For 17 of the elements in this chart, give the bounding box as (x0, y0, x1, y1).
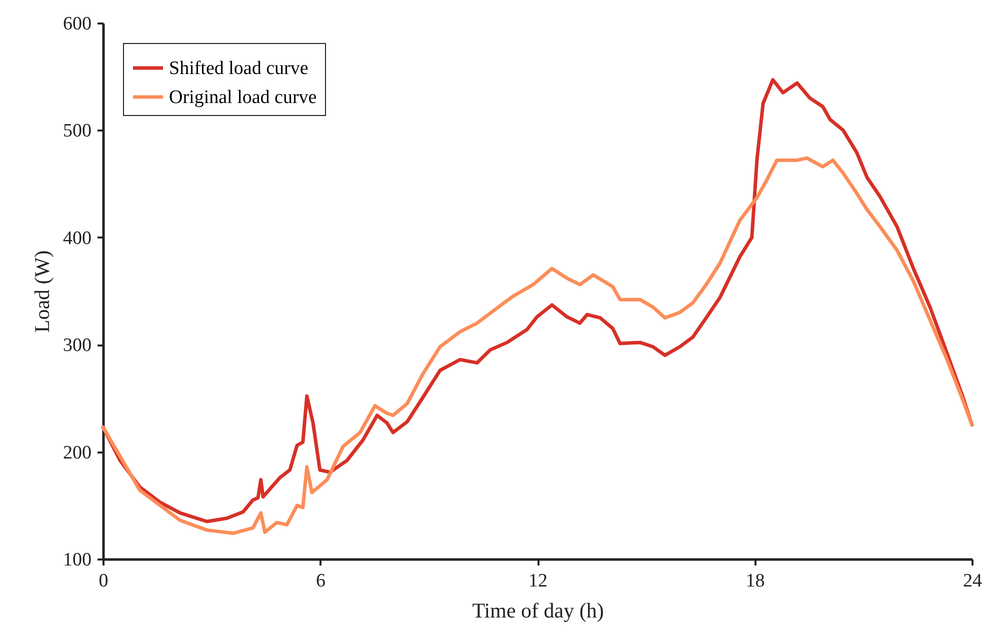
y-tick-label: 400 (63, 228, 92, 249)
x-tick-label: 12 (528, 570, 548, 592)
y-tick-label: 100 (63, 550, 92, 570)
line-series (101, 78, 974, 524)
x-tick-label: 0 (98, 570, 108, 592)
y-tick-label: 500 (63, 120, 92, 142)
y-tick-label: 200 (63, 442, 92, 464)
y-tick-label: 600 (63, 14, 92, 34)
legend-label: Original load curve (169, 87, 317, 108)
y-axis-title: Load (W) (30, 250, 54, 333)
legend-label: Shifted load curve (169, 58, 308, 79)
x-tick-label: 24 (963, 570, 982, 592)
x-tick-label: 6 (316, 570, 326, 592)
x-tick-label: 18 (746, 570, 765, 592)
y-tick-label: 300 (63, 335, 92, 356)
line-series (101, 156, 974, 536)
x-axis-title: Time of day (h) (472, 598, 604, 622)
